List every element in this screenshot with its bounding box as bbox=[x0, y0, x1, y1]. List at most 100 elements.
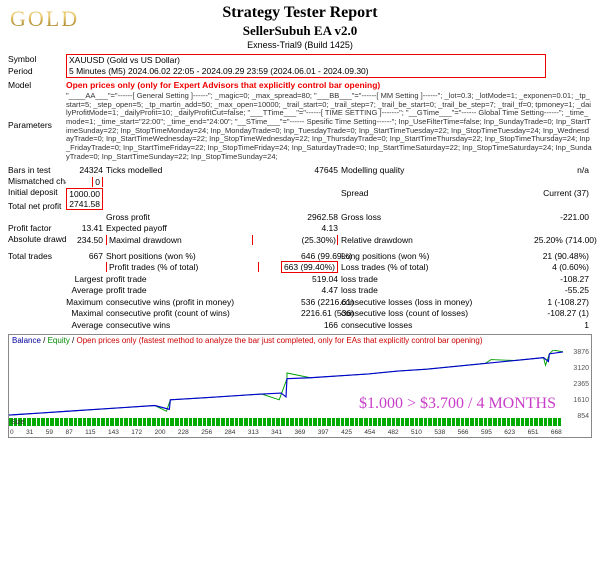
reldd-value: 25.20% (714.00) bbox=[534, 235, 592, 245]
totaltrades-value: 667 bbox=[66, 251, 106, 261]
spread-value: Current (37) bbox=[534, 188, 592, 210]
period-label: Period bbox=[8, 66, 66, 77]
chart-ylabel: 1610 bbox=[573, 397, 589, 404]
payoff-label: Expected payoff bbox=[106, 223, 263, 233]
bars-value: 24324 bbox=[66, 165, 106, 175]
ptrades-value-highlight: 663 (99.40%) bbox=[281, 261, 338, 273]
avgconsl-label: consecutive losses bbox=[341, 320, 498, 330]
maxconsw-label: consecutive wins (profit in money) bbox=[106, 297, 263, 307]
maxdd-highlight: Maximal drawdown bbox=[106, 235, 253, 245]
maxdd-value-highlight: 714.00 (25.30%) bbox=[301, 235, 338, 245]
avgconsw-label: consecutive wins bbox=[106, 320, 263, 330]
model-label: Model bbox=[8, 80, 66, 91]
shortpos-value: 646 (99.69%) bbox=[301, 251, 341, 261]
maxcons-label: Maximum bbox=[66, 297, 106, 307]
row-parameters: Parameters "____AA___"="------[ General … bbox=[8, 92, 592, 161]
grossprofit-value: 2962.58 bbox=[301, 212, 341, 222]
deposit-value: 1000.00 bbox=[69, 189, 100, 199]
avgp-value: 4.47 bbox=[301, 285, 341, 295]
ticks-value: 47645 bbox=[301, 165, 341, 175]
longpos-value: 21 (90.48%) bbox=[534, 251, 592, 261]
chart-xlabel: 397 bbox=[318, 429, 329, 436]
row-symbol: Symbol XAUUSD (Gold vs US Dollar) 5 Minu… bbox=[8, 54, 592, 78]
avgl-label: loss trade bbox=[341, 285, 498, 295]
row-model: Model Open prices only (only for Expert … bbox=[8, 80, 592, 91]
chart-xlabel: 651 bbox=[528, 429, 539, 436]
chart-header: Balance / Equity / Open prices only (fas… bbox=[9, 335, 591, 346]
largestp-label: profit trade bbox=[106, 274, 263, 284]
brand-logo: GOLD bbox=[10, 6, 79, 32]
chart-xlabel: 369 bbox=[294, 429, 305, 436]
shortpos-label: Short positions (won %) bbox=[106, 251, 263, 261]
chart-xlabel: 115 bbox=[85, 429, 95, 436]
avgcons-label: Average bbox=[66, 320, 106, 330]
balance-chart: Balance / Equity / Open prices only (fas… bbox=[8, 334, 592, 438]
largestl-value: -108.27 bbox=[534, 274, 592, 284]
grossloss-label: Gross loss bbox=[341, 212, 498, 222]
pf-value: 13.41 bbox=[66, 223, 106, 233]
maxdd-label: Maximal drawdown bbox=[109, 235, 182, 245]
maxcons2l-value: -108.27 (1) bbox=[534, 308, 592, 318]
chart-xlabel: 510 bbox=[411, 429, 422, 436]
chart-xlabel: 143 bbox=[108, 429, 119, 436]
chart-size-label: Size bbox=[11, 419, 25, 426]
chart-overlay-text: $1.000 > $3.700 / 4 MONTHS bbox=[359, 395, 556, 413]
chart-xlabel: 256 bbox=[201, 429, 212, 436]
ptrades-highlight: Profit trades (% of total) bbox=[106, 262, 259, 272]
chart-xlabel: 313 bbox=[248, 429, 259, 436]
chart-xlabel: 595 bbox=[481, 429, 492, 436]
netprofit-label: Total net profit bbox=[8, 202, 66, 222]
chart-xlabel: 668 bbox=[551, 429, 562, 436]
chart-xlabel: 538 bbox=[434, 429, 445, 436]
maxcons2w-value: 2216.61 (536) bbox=[301, 308, 341, 318]
absdd-value: 234.50 bbox=[66, 235, 106, 245]
maxconsl-label: consecutive losses (loss in money) bbox=[341, 297, 498, 307]
chart-xlabel: 482 bbox=[388, 429, 399, 436]
symbol-highlight: XAUUSD (Gold vs US Dollar) 5 Minutes (M5… bbox=[66, 54, 546, 78]
netprofit-value: 2741.58 bbox=[69, 199, 100, 209]
chart-xlabel: 0 bbox=[10, 429, 14, 436]
report-meta: Exness-Trial9 (Build 1425) bbox=[0, 40, 600, 50]
report-body: Symbol XAUUSD (Gold vs US Dollar) 5 Minu… bbox=[0, 50, 600, 330]
totaltrades-label: Total trades bbox=[8, 251, 66, 261]
chart-xaxis: 0315987115143172200228256284313341369397… bbox=[9, 419, 563, 437]
quality-label: Modelling quality bbox=[341, 165, 498, 175]
report-header: Strategy Tester Report SellerSubuh EA v2… bbox=[0, 0, 600, 50]
chart-ylabel: 3876 bbox=[573, 349, 589, 356]
bars-label: Bars in test bbox=[8, 165, 66, 175]
maxcons2-label: Maximal bbox=[66, 308, 106, 318]
parameters-label: Parameters bbox=[8, 92, 66, 131]
grossprofit-label: Gross profit bbox=[106, 212, 263, 222]
largestp-value: 519.04 bbox=[301, 274, 341, 284]
maxcons2l-label: consecutive loss (count of losses) bbox=[341, 308, 498, 318]
report-subtitle: SellerSubuh EA v2.0 bbox=[0, 23, 600, 39]
chart-xlabel: 59 bbox=[46, 429, 53, 436]
maxconsl-value: 1 (-108.27) bbox=[534, 297, 592, 307]
chart-xlabel: 623 bbox=[504, 429, 515, 436]
chart-xlabel: 284 bbox=[225, 429, 236, 436]
chart-balance-label: Balance bbox=[12, 336, 41, 345]
symbol-label: Symbol bbox=[8, 54, 66, 65]
chart-xlabel: 454 bbox=[364, 429, 375, 436]
ltrades-label: Loss trades (% of total) bbox=[341, 262, 498, 272]
chart-equity-label: Equity bbox=[48, 336, 70, 345]
reldd-label: Relative drawdown bbox=[341, 235, 498, 245]
maxconsw-value: 536 (2216.61) bbox=[301, 297, 341, 307]
deposit-netprofit-highlight: 1000.00 2741.58 bbox=[66, 188, 103, 210]
average-label: Average bbox=[66, 285, 106, 295]
chart-xlabel: 172 bbox=[131, 429, 142, 436]
model-value: Open prices only (only for Expert Adviso… bbox=[66, 80, 592, 91]
ticks-label: Ticks modelled bbox=[106, 165, 263, 175]
largestl-label: loss trade bbox=[341, 274, 498, 284]
symbol-text: XAUUSD (Gold vs US Dollar) bbox=[69, 55, 180, 65]
chart-ylabel: 3120 bbox=[573, 365, 589, 372]
grossloss-value: -221.00 bbox=[534, 212, 592, 222]
mismatch-label: Mismatched charts errors bbox=[8, 177, 66, 187]
chart-ylabel: 854 bbox=[577, 413, 589, 420]
period-text: 5 Minutes (M5) 2024.06.02 22:05 - 2024.0… bbox=[69, 66, 369, 76]
chart-xlabel: 425 bbox=[341, 429, 352, 436]
chart-xlabel: 566 bbox=[458, 429, 469, 436]
payoff-value: 4.13 bbox=[301, 223, 341, 233]
chart-note: Open prices only (fastest method to anal… bbox=[77, 336, 483, 345]
chart-xlabel: 341 bbox=[271, 429, 282, 436]
